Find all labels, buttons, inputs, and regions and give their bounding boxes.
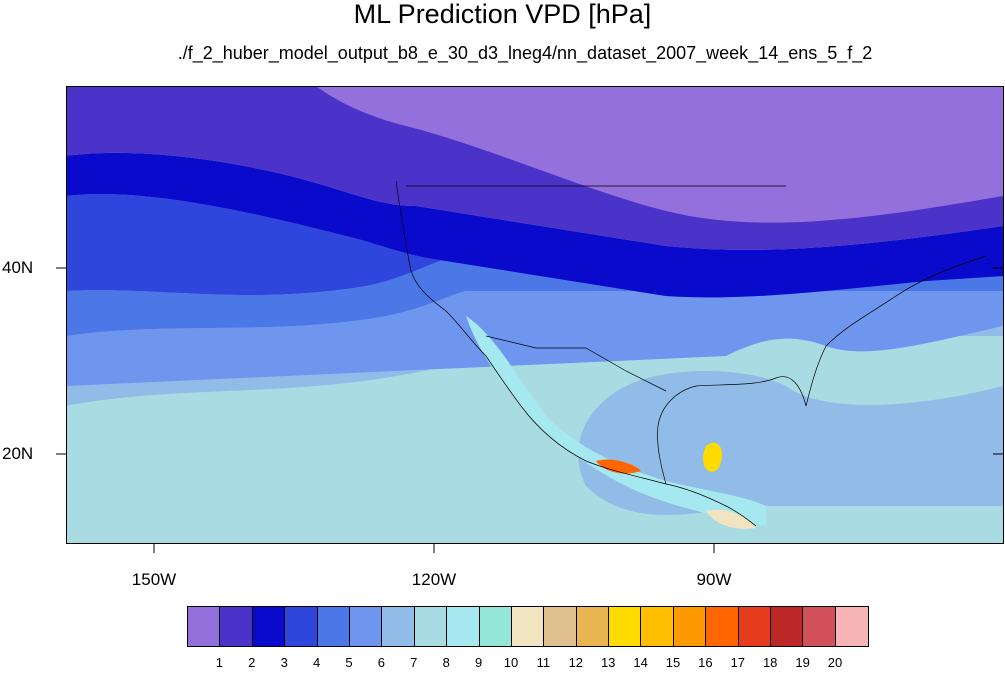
map-subtitle: ./f_2_huber_model_output_b8_e_30_d3_lneg… xyxy=(177,43,873,63)
colorbar xyxy=(187,606,870,647)
colorbar-box xyxy=(803,607,836,646)
colorbar-box xyxy=(738,607,772,646)
lon-label-90w: 90W xyxy=(696,570,732,589)
vpd-map-canvas xyxy=(66,86,1003,543)
colorbar-box xyxy=(576,607,610,646)
colorbar-label: 2 xyxy=(248,655,256,670)
colorbar-box xyxy=(285,607,318,646)
colorbar-box xyxy=(641,607,674,646)
colorbar-label: 19 xyxy=(795,655,810,670)
colorbar-label: 3 xyxy=(280,655,288,670)
colorbar-box xyxy=(252,607,286,646)
colorbar-label: 13 xyxy=(600,655,616,670)
map-title: ML Prediction VPD [hPa] xyxy=(353,0,652,29)
colorbar-box xyxy=(188,607,221,646)
colorbar-label: 1 xyxy=(215,655,223,670)
lon-label-120w: 120W xyxy=(411,570,457,589)
colorbar-box xyxy=(511,607,545,646)
colorbar-box xyxy=(220,607,253,646)
colorbar-label: 5 xyxy=(345,655,353,670)
colorbar-box xyxy=(479,607,512,646)
colorbar-label: 6 xyxy=(377,655,385,670)
colorbar-box xyxy=(544,607,577,646)
colorbar-label: 16 xyxy=(698,655,713,670)
colorbar-label: 15 xyxy=(665,655,681,670)
colorbar-label: 7 xyxy=(410,655,418,670)
colorbar-box xyxy=(835,607,869,646)
lon-label-150w: 150W xyxy=(131,570,177,589)
vpd-map xyxy=(66,86,1003,543)
colorbar-label: 8 xyxy=(442,655,450,670)
colorbar-label: 9 xyxy=(474,655,483,670)
colorbar-box xyxy=(673,607,707,646)
colorbar-label: 18 xyxy=(762,655,778,670)
colorbar-box xyxy=(317,607,350,646)
colorbar-labels: 1 2 3 4 5 6 7 8 9 10 11 12 13 14 15 16 17 18 19 20 xyxy=(0,655,1005,675)
colorbar-box xyxy=(414,607,448,646)
colorbar-box xyxy=(609,607,642,646)
colorbar-label: 11 xyxy=(536,655,551,670)
colorbar-label: 4 xyxy=(312,655,321,670)
colorbar-box xyxy=(706,607,739,646)
colorbar-label: 10 xyxy=(503,655,519,670)
colorbar-box xyxy=(447,607,480,646)
lat-label-40n: 40N xyxy=(2,258,34,277)
colorbar-label: 12 xyxy=(568,655,584,670)
colorbar-label: 20 xyxy=(827,655,843,670)
colorbar-box xyxy=(349,607,383,646)
colorbar-label: 14 xyxy=(633,655,648,670)
lat-label-20n: 20N xyxy=(2,444,34,463)
colorbar-box xyxy=(382,607,415,646)
colorbar-label: 17 xyxy=(730,655,746,670)
colorbar-box xyxy=(771,607,804,646)
